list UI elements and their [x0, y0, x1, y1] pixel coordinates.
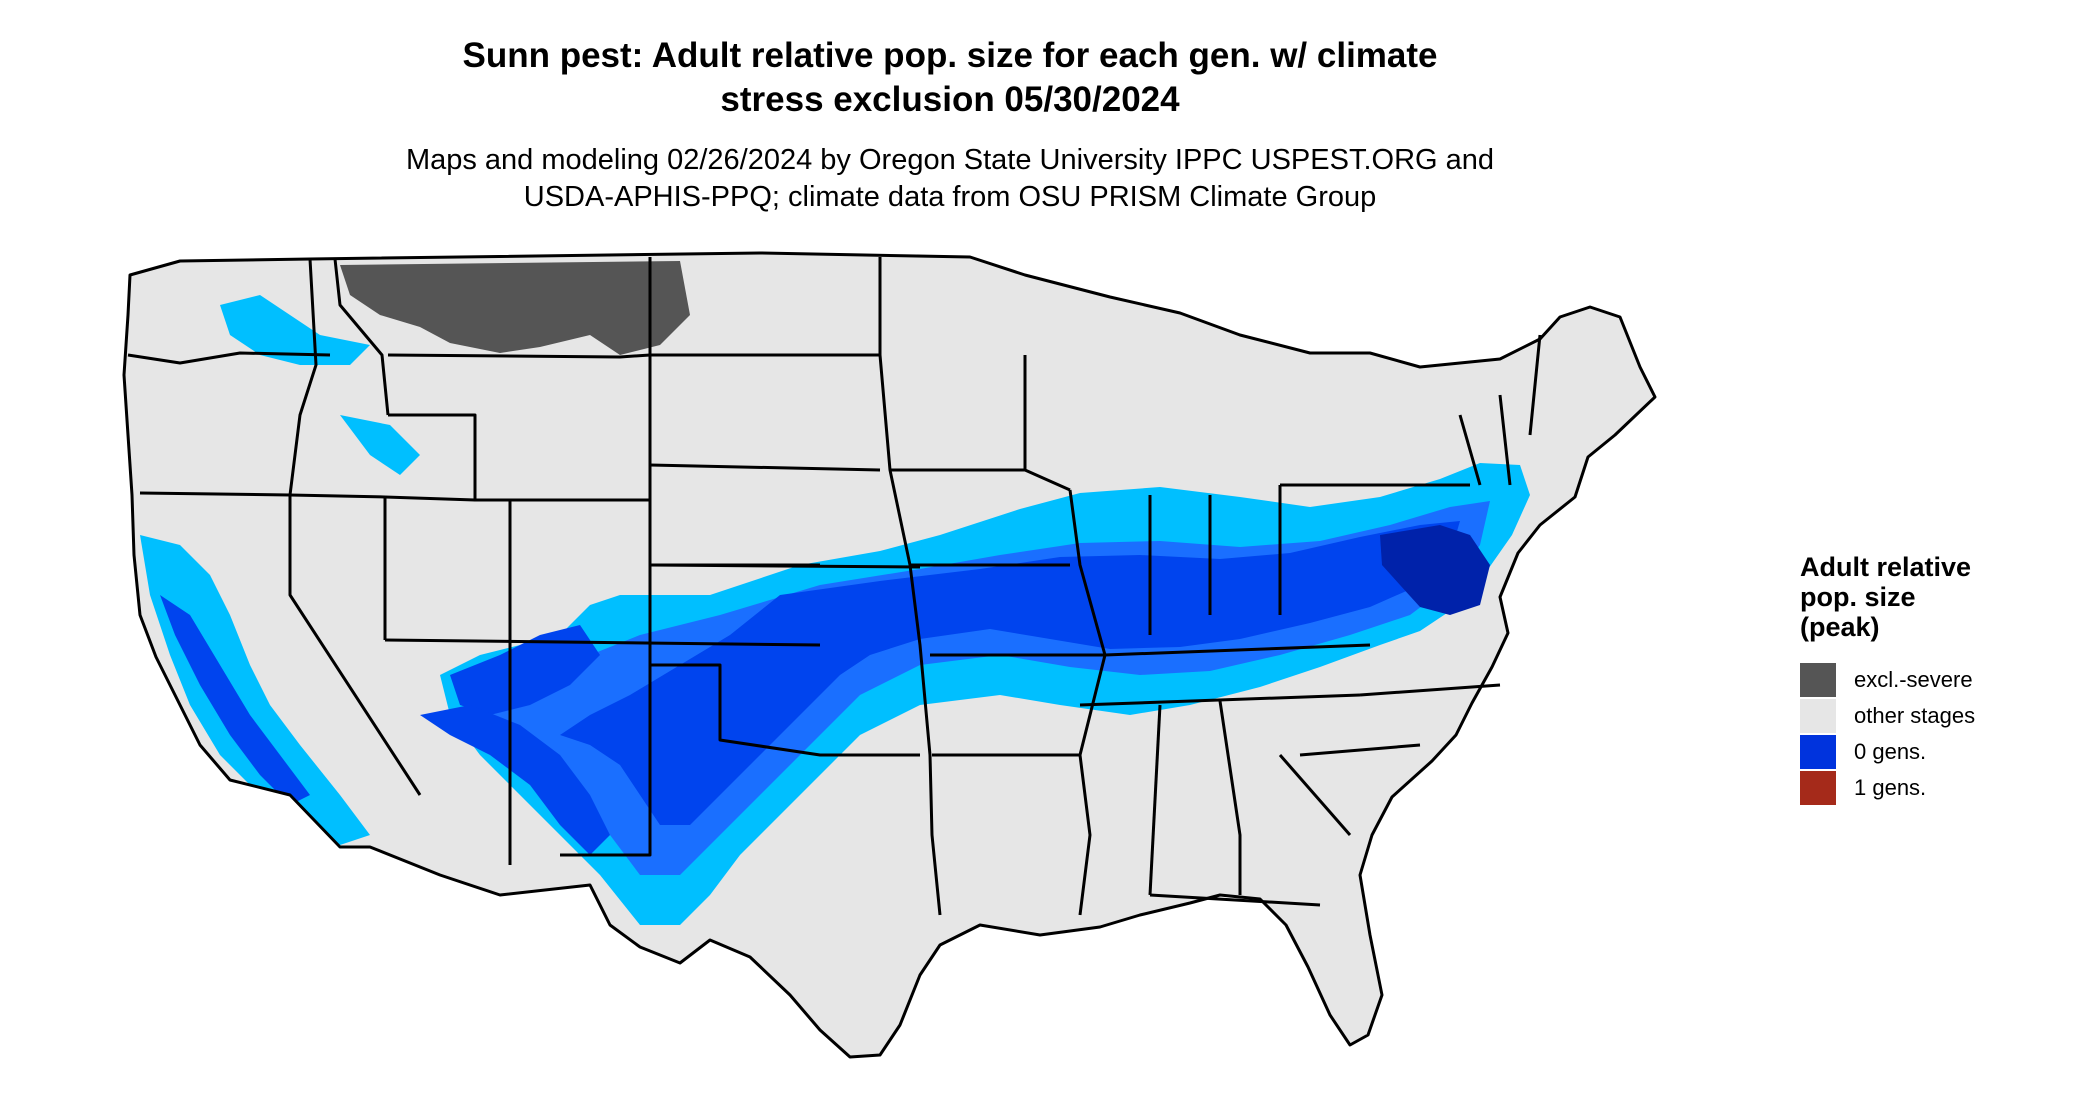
model-overlay [140, 261, 1530, 925]
legend-title: Adult relative pop. size (peak) [1800, 552, 1975, 642]
legend-label: 0 gens. [1854, 739, 1927, 764]
title-line-1: Sunn pest: Adult relative pop. size for … [462, 36, 1438, 75]
border-mt-wy [387, 353, 651, 359]
border-ca-nv [288, 495, 422, 796]
legend-title-line-1: Adult relative [1800, 552, 1972, 582]
legend-swatch [1800, 663, 1836, 697]
border-wi-il [1023, 355, 1071, 492]
legend-swatch [1800, 699, 1836, 733]
legend-swatch [1800, 735, 1836, 769]
legend-item-excluded: excl.-severe [1800, 662, 1975, 698]
legend-title-line-3: (peak) [1800, 612, 1880, 642]
border-nc-sc [1299, 743, 1421, 757]
blue-core-band [560, 521, 1460, 825]
border-four-corners [384, 638, 821, 647]
title-block: Sunn pest: Adult relative pop. size for … [0, 34, 1900, 216]
map-title: Sunn pest: Adult relative pop. size for … [400, 34, 1500, 122]
legend-label: excl.-severe [1854, 667, 1973, 692]
border-ga-sc [1278, 754, 1352, 836]
subtitle-line-1: Maps and modeling 02/26/2024 by Oregon S… [405, 144, 1495, 176]
border-mn-west [878, 257, 942, 916]
legend-item-0-gens: 0 gens. [1800, 734, 1975, 770]
light-blue-west-coast [140, 535, 370, 845]
blue-utah-colorado [450, 625, 600, 715]
map-subtitle: Maps and modeling 02/26/2024 by Oregon S… [350, 142, 1550, 216]
light-blue-idaho [340, 415, 420, 475]
border-va-nc [1359, 683, 1501, 697]
border-wa-id [288, 258, 318, 496]
border-tn-south [1079, 693, 1361, 707]
us-map [122, 251, 1657, 1059]
state-borders [127, 257, 1542, 916]
border-ne-ks [649, 563, 921, 569]
legend-title-line-2: pop. size [1800, 582, 1916, 612]
border-ms-al [1148, 704, 1162, 896]
legend-swatch [1800, 771, 1836, 805]
border-fl [1149, 893, 1321, 907]
dark-blue-east [1380, 525, 1490, 615]
border-wy-co [473, 415, 650, 502]
legend-label: 1 gens. [1854, 775, 1927, 800]
blue-california [160, 595, 310, 805]
blue-arizona-nm [420, 705, 610, 855]
title-line-2: stress exclusion 05/30/2024 [720, 80, 1180, 119]
light-blue-northwest [220, 295, 370, 365]
excluded-area-montana [340, 261, 690, 355]
legend-item-other-stages: other stages [1800, 698, 1975, 734]
border-sd-ne [649, 463, 881, 472]
border-wa-or [127, 351, 331, 365]
border-ok-tx [650, 663, 920, 757]
border-nm-tx [560, 655, 652, 857]
subtitle-line-2: USDA-APHIS-PPQ; climate data from OSU PR… [523, 181, 1377, 213]
legend-label: other stages [1854, 703, 1976, 728]
border-new-england [1458, 334, 1542, 486]
border-id-mt [333, 258, 390, 416]
border-tn-ky [1104, 643, 1371, 657]
legend: Adult relative pop. size (peak) excl.-se… [1800, 552, 1975, 806]
border-al-ga [1218, 700, 1242, 895]
legend-item-1-gens: 1 gens. [1800, 770, 1975, 806]
